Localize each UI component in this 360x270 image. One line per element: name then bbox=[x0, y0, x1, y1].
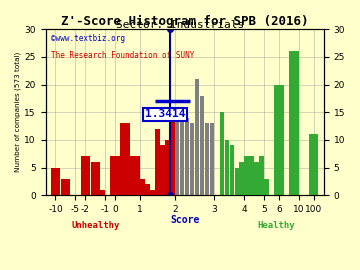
Bar bbox=[225, 140, 229, 195]
Bar bbox=[180, 112, 184, 195]
Bar bbox=[220, 112, 224, 195]
Bar bbox=[100, 190, 105, 195]
Bar bbox=[121, 123, 130, 195]
Bar bbox=[170, 118, 175, 195]
Bar bbox=[61, 179, 70, 195]
Text: 1.3414: 1.3414 bbox=[144, 109, 185, 119]
Bar bbox=[111, 157, 120, 195]
Bar bbox=[239, 162, 244, 195]
Bar bbox=[150, 190, 155, 195]
Text: Healthy: Healthy bbox=[258, 221, 295, 230]
Bar bbox=[309, 134, 318, 195]
X-axis label: Score: Score bbox=[170, 215, 199, 225]
Bar bbox=[255, 162, 259, 195]
Bar bbox=[155, 129, 159, 195]
Bar bbox=[195, 79, 199, 195]
Bar bbox=[289, 51, 298, 195]
Bar bbox=[210, 123, 214, 195]
Bar bbox=[160, 146, 165, 195]
Text: ©www.textbiz.org: ©www.textbiz.org bbox=[51, 34, 125, 43]
Bar bbox=[200, 96, 204, 195]
Bar bbox=[230, 146, 234, 195]
Bar bbox=[185, 118, 189, 195]
Bar bbox=[205, 123, 209, 195]
Bar bbox=[81, 157, 90, 195]
Bar bbox=[140, 179, 145, 195]
Bar bbox=[259, 157, 264, 195]
Bar bbox=[165, 140, 170, 195]
Bar bbox=[91, 162, 100, 195]
Title: Z'-Score Histogram for SPB (2016): Z'-Score Histogram for SPB (2016) bbox=[61, 15, 309, 28]
Bar bbox=[175, 118, 180, 195]
Bar bbox=[274, 85, 284, 195]
Text: Sector: Industrials: Sector: Industrials bbox=[116, 20, 244, 30]
Bar bbox=[51, 168, 60, 195]
Bar bbox=[249, 157, 254, 195]
Text: The Research Foundation of SUNY: The Research Foundation of SUNY bbox=[51, 51, 194, 60]
Bar bbox=[234, 168, 239, 195]
Bar bbox=[244, 157, 249, 195]
Y-axis label: Number of companies (573 total): Number of companies (573 total) bbox=[15, 52, 22, 172]
Bar bbox=[264, 179, 269, 195]
Bar bbox=[190, 123, 194, 195]
Text: Unhealthy: Unhealthy bbox=[71, 221, 120, 230]
Bar bbox=[130, 157, 140, 195]
Bar bbox=[145, 184, 150, 195]
